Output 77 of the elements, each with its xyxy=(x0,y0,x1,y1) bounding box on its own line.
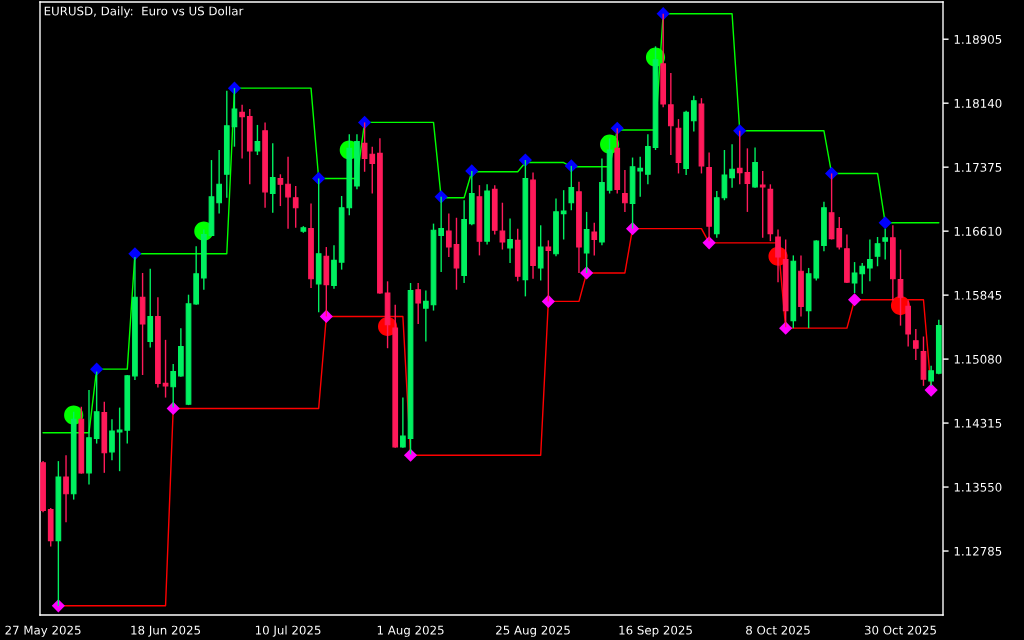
point xyxy=(625,222,640,236)
candlestick xyxy=(277,173,284,207)
candlestick xyxy=(400,396,406,449)
x-tick-label: 25 Aug 2025 xyxy=(496,625,570,637)
candlestick xyxy=(560,189,567,241)
point xyxy=(825,166,839,181)
candlestick xyxy=(422,289,429,343)
candlestick xyxy=(928,365,934,387)
candlestick xyxy=(109,418,115,461)
candlestick xyxy=(874,236,881,267)
x-tick-label: 8 Oct 2025 xyxy=(746,625,810,635)
y-tick-label: 1.14315 xyxy=(954,418,1002,428)
point xyxy=(90,362,104,376)
candlestick xyxy=(568,165,575,211)
candlestick xyxy=(438,196,445,273)
candlestick xyxy=(63,454,69,523)
candlestick xyxy=(759,170,766,239)
point xyxy=(924,383,938,397)
y-tick-label: 1.18905 xyxy=(954,34,1002,44)
y-tick-label: 1.12785 xyxy=(954,546,1002,556)
candlestick xyxy=(897,248,904,327)
point xyxy=(319,309,333,324)
candlestick xyxy=(690,94,697,133)
candlestick xyxy=(537,224,544,282)
point xyxy=(878,216,892,230)
point xyxy=(610,121,624,135)
chart-title: EURUSD, Daily: Euro vs US Dollar xyxy=(44,6,244,18)
candlestick xyxy=(254,124,261,156)
x-tick-label: 10 Jul 2025 xyxy=(255,625,321,637)
point xyxy=(580,266,594,280)
candlestick xyxy=(239,104,245,160)
x-tick-label: 18 Jun 2025 xyxy=(131,625,201,637)
x-tick-label: 27 May 2025 xyxy=(5,625,81,637)
candlestick xyxy=(453,217,460,291)
candlestick xyxy=(269,142,276,214)
candlestick xyxy=(231,87,238,148)
point xyxy=(128,247,142,261)
candlestick xyxy=(285,156,291,230)
point xyxy=(166,401,180,416)
x-tick-label: 1 Aug 2025 xyxy=(377,625,444,637)
y-tick-label: 1.16610 xyxy=(954,226,1002,236)
candlestick xyxy=(591,222,598,257)
candlestick xyxy=(775,228,781,283)
point xyxy=(403,448,418,462)
candlestick xyxy=(583,211,590,274)
candlestick xyxy=(867,238,873,283)
point xyxy=(465,164,479,178)
candlestick xyxy=(292,185,299,229)
point xyxy=(312,171,326,186)
candlestick xyxy=(162,339,169,399)
point xyxy=(541,294,555,308)
x-tick-label: 16 Sep 2025 xyxy=(619,625,692,637)
y-tick-label: 1.15845 xyxy=(954,290,1002,300)
point xyxy=(51,599,65,613)
candlestick xyxy=(445,212,452,258)
candlestick xyxy=(882,227,889,261)
point xyxy=(847,293,862,307)
point xyxy=(733,124,747,138)
candlestick xyxy=(507,217,513,264)
candlestick xyxy=(216,149,222,215)
x-tick-label: 30 Oct 2025 xyxy=(864,625,936,635)
point xyxy=(518,153,532,167)
point xyxy=(779,321,793,335)
candlestick xyxy=(622,169,628,213)
point xyxy=(358,115,372,130)
candlestick xyxy=(170,363,177,409)
y-tick-label: 1.15080 xyxy=(954,354,1002,364)
candlestick xyxy=(667,72,674,156)
candlestick xyxy=(912,328,919,361)
y-tick-label: 1.18140 xyxy=(954,98,1002,108)
point xyxy=(564,159,578,173)
candlestick xyxy=(415,282,422,325)
y-tick-label: 1.17375 xyxy=(954,162,1002,172)
candlestick xyxy=(545,239,552,303)
candlestick xyxy=(729,143,735,189)
point xyxy=(227,81,242,95)
y-tick-label: 1.13550 xyxy=(954,482,1002,492)
